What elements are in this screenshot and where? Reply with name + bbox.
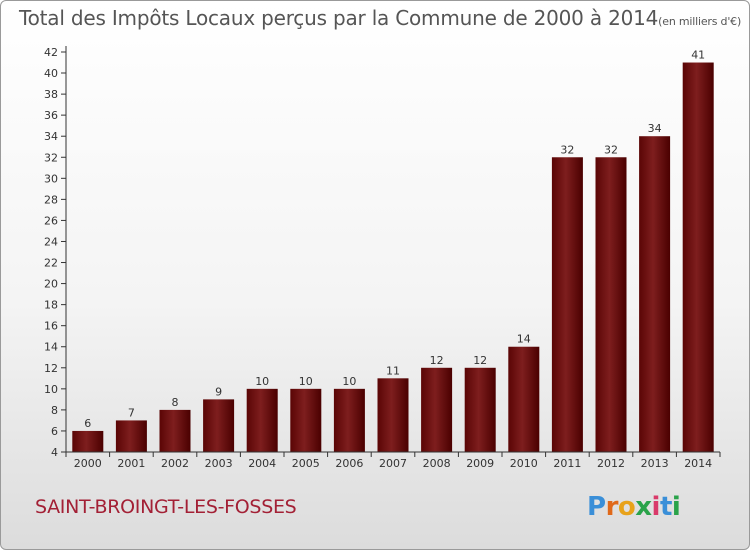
x-tick-label: 2005 (292, 457, 320, 470)
bar (508, 346, 540, 452)
bar-value-label: 32 (604, 143, 618, 156)
bar (421, 367, 453, 452)
y-tick-label: 6 (51, 425, 58, 438)
bar (246, 388, 278, 452)
y-tick-label: 8 (51, 404, 58, 417)
unit-note: (en milliers d'€) (658, 15, 742, 28)
bar (595, 157, 627, 452)
y-tick-label: 14 (44, 341, 58, 354)
bar (639, 136, 671, 453)
bar (203, 399, 235, 452)
logo-letter: t (660, 492, 672, 522)
bar-value-label: 6 (84, 417, 91, 430)
logo-letter: x (635, 492, 652, 522)
y-tick-label: 10 (44, 383, 58, 396)
y-tick-label: 28 (44, 193, 58, 206)
x-tick-label: 2002 (161, 457, 189, 470)
bar-value-label: 32 (560, 143, 574, 156)
y-tick-label: 18 (44, 299, 58, 312)
y-tick-label: 22 (44, 257, 58, 270)
y-tick-label: 34 (44, 130, 58, 143)
logo-letter: P (587, 492, 606, 522)
bar-value-label: 10 (299, 375, 313, 388)
x-tick-label: 2013 (641, 457, 669, 470)
proxiti-logo-text: Proxiti (587, 492, 680, 522)
bars: 6 7 8 9 10 10 10 11 12 12 14 32 32 34 41 (72, 49, 714, 453)
x-tick-label: 2011 (553, 457, 581, 470)
y-tick-label: 36 (44, 109, 58, 122)
bar (159, 409, 191, 452)
bar (115, 420, 147, 452)
y-axis: 4 6 8 10 12 14 16 18 20 22 24 26 28 30 32 34 36 38 40 42 (44, 46, 67, 459)
y-tick-label: 24 (44, 235, 58, 248)
proxiti-logo: Proxiti (581, 485, 701, 529)
commune-name: SAINT-BROINGT-LES-FOSSES (35, 496, 297, 518)
bar (682, 62, 714, 453)
chart-title: Total des Impôts Locaux perçus par la Co… (19, 6, 741, 30)
y-tick-label: 38 (44, 88, 58, 101)
bar (72, 430, 104, 452)
bar (333, 388, 365, 452)
y-tick-label: 30 (44, 172, 58, 185)
x-tick-label: 2006 (335, 457, 363, 470)
x-tick-label: 2001 (117, 457, 145, 470)
y-tick-label: 32 (44, 151, 58, 164)
x-tick-label: 2008 (423, 457, 451, 470)
y-tick-label: 20 (44, 278, 58, 291)
bar-value-label: 9 (215, 385, 222, 398)
logo-letter: r (606, 492, 619, 522)
bar-chart: 4 6 8 10 12 14 16 18 20 22 24 26 28 30 32 34 36 38 40 42 6 7… (44, 46, 721, 470)
x-tick-label: 2000 (74, 457, 102, 470)
y-tick-label: 12 (44, 362, 58, 375)
bar (464, 367, 496, 452)
x-tick-label: 2003 (205, 457, 233, 470)
bar (290, 388, 322, 452)
y-tick-label: 40 (44, 67, 58, 80)
logo-letter: i (652, 492, 660, 522)
bar-value-label: 10 (342, 375, 356, 388)
bar-value-label: 34 (648, 122, 662, 135)
bar-value-label: 11 (386, 364, 400, 377)
y-tick-label: 42 (44, 46, 58, 59)
bar-value-label: 12 (430, 354, 444, 367)
bar-value-label: 8 (172, 396, 179, 409)
x-tick-label: 2007 (379, 457, 407, 470)
bar-value-label: 12 (473, 354, 487, 367)
logo-letter: o (618, 492, 635, 522)
y-tick-label: 26 (44, 214, 58, 227)
bar-value-label: 7 (128, 406, 135, 419)
bar-value-label: 41 (691, 49, 705, 62)
x-tick-label: 2010 (510, 457, 538, 470)
x-tick-label: 2004 (248, 457, 276, 470)
bar (377, 378, 409, 452)
bar-value-label: 10 (255, 375, 269, 388)
x-tick-label: 2012 (597, 457, 625, 470)
x-axis: 2000 2001 2002 2003 2004 2005 2006 2007 2008 2009… (65, 451, 721, 470)
logo-letter: i (672, 492, 680, 522)
chart-title-text: Total des Impôts Locaux perçus par la Co… (19, 6, 659, 30)
y-tick-label: 4 (51, 446, 58, 459)
y-tick-label: 16 (44, 320, 58, 333)
bar-value-label: 14 (517, 333, 531, 346)
bar (551, 157, 583, 452)
x-tick-label: 2014 (684, 457, 712, 470)
x-tick-label: 2009 (466, 457, 494, 470)
